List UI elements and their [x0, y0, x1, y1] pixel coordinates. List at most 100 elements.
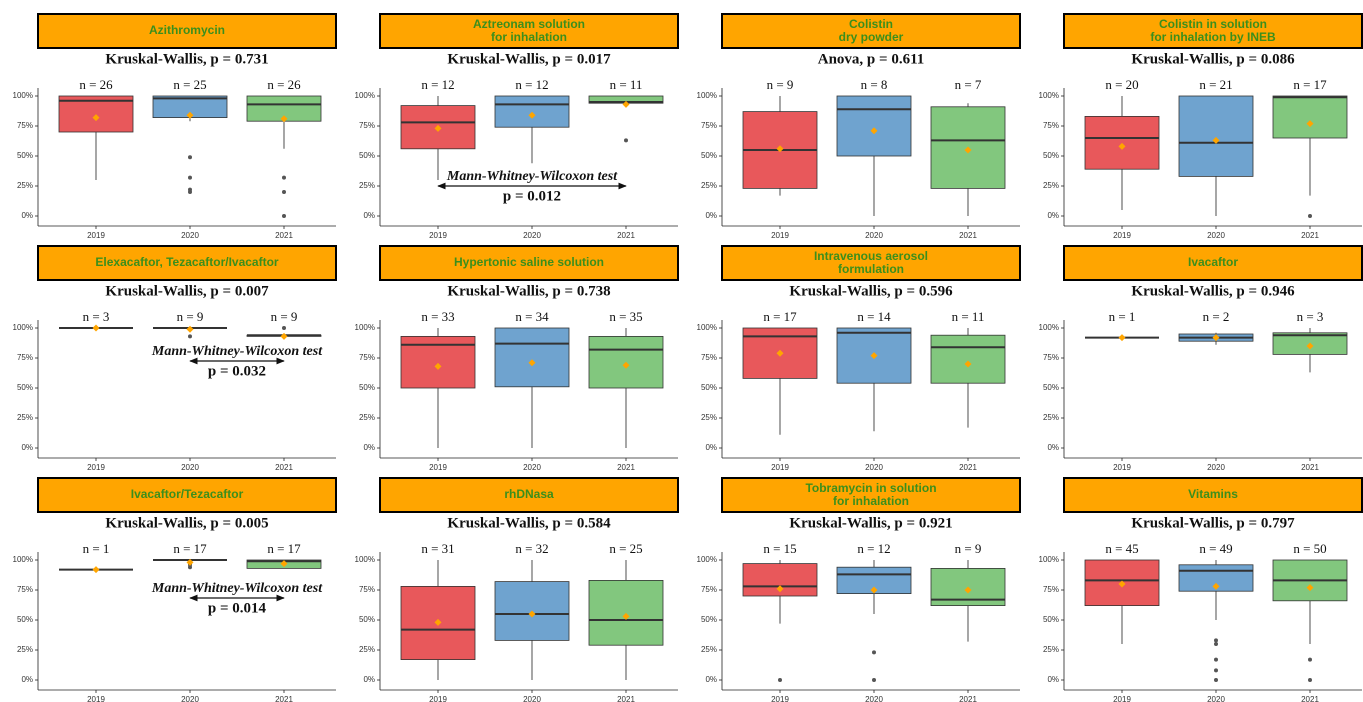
n-label: n = 9: [271, 309, 298, 324]
mean-marker: [1212, 136, 1220, 144]
mean-marker: [870, 586, 878, 594]
annotation-p: p = 0.012: [503, 188, 561, 204]
panel-header: [1063, 245, 1363, 281]
n-label: n = 3: [83, 309, 110, 324]
y-tick-label: 25%: [701, 645, 717, 654]
n-label: n = 25: [173, 77, 206, 92]
n-label: n = 12: [421, 77, 454, 92]
mean-marker: [280, 560, 288, 568]
y-tick-label: 0%: [21, 675, 33, 684]
x-tick-label: 2020: [865, 231, 883, 240]
mean-marker: [92, 114, 100, 122]
n-label: n = 9: [767, 77, 794, 92]
outlier: [1214, 668, 1218, 673]
mean-marker: [1118, 334, 1126, 342]
panel-title: Elexacaftor, Tezacaftor/Ivacaftor: [95, 255, 279, 269]
mean-marker: [280, 115, 288, 123]
x-tick-label: 2020: [181, 695, 199, 702]
panel-title: dry powder: [839, 30, 904, 44]
panel-title: for inhalation: [833, 494, 909, 508]
mean-marker: [776, 585, 784, 593]
outlier: [188, 565, 192, 570]
mean-marker: [870, 127, 878, 135]
y-tick-label: 0%: [21, 443, 33, 452]
y-tick-label: 50%: [359, 615, 375, 624]
mean-marker: [964, 360, 972, 368]
y-tick-label: 50%: [1043, 383, 1059, 392]
panel-title: Colistin in solution: [1159, 17, 1267, 31]
mean-marker: [92, 324, 100, 332]
y-tick-label: 50%: [1043, 151, 1059, 160]
stat-test: Kruskal-Wallis, p = 0.017: [447, 51, 611, 67]
y-tick-label: 100%: [1039, 323, 1059, 332]
stat-test: Kruskal-Wallis, p = 0.946: [1131, 283, 1295, 299]
x-tick-label: 2019: [429, 695, 447, 702]
y-tick-label: 0%: [363, 675, 375, 684]
n-label: n = 33: [421, 309, 454, 324]
stat-test: Kruskal-Wallis, p = 0.086: [1131, 51, 1295, 67]
y-tick-label: 100%: [355, 91, 375, 100]
mean-marker: [1306, 584, 1314, 592]
panel-header: [379, 13, 679, 49]
y-tick-label: 50%: [359, 151, 375, 160]
x-tick-label: 2019: [87, 463, 105, 472]
mean-marker: [186, 111, 194, 119]
n-label: n = 2: [1203, 309, 1230, 324]
x-tick-label: 2019: [771, 463, 789, 472]
panel-title: Ivacaftor/Tezacaftor: [131, 487, 244, 501]
y-tick-label: 25%: [359, 181, 375, 190]
x-tick-label: 2021: [959, 463, 977, 472]
n-label: n = 11: [952, 309, 985, 324]
mean-marker: [870, 352, 878, 360]
mean-marker: [964, 146, 972, 154]
n-label: n = 32: [515, 541, 548, 556]
panel-title: for inhalation: [491, 30, 567, 44]
x-tick-label: 2020: [1207, 695, 1225, 702]
panel-title: Colistin: [849, 17, 893, 31]
y-tick-label: 0%: [21, 211, 33, 220]
n-label: n = 17: [1293, 77, 1327, 92]
n-label: n = 26: [267, 77, 301, 92]
y-tick-label: 0%: [363, 443, 375, 452]
panel-header: [37, 245, 337, 281]
y-tick-label: 0%: [1047, 211, 1059, 220]
panel-header: [37, 13, 337, 49]
y-tick-label: 50%: [701, 151, 717, 160]
n-label: n = 26: [79, 77, 113, 92]
x-tick-label: 2021: [1301, 695, 1319, 702]
x-tick-label: 2020: [1207, 463, 1225, 472]
y-tick-label: 0%: [705, 675, 717, 684]
outlier: [1214, 657, 1218, 662]
y-tick-label: 75%: [701, 353, 717, 362]
box: [1178, 95, 1254, 177]
y-tick-label: 25%: [17, 413, 33, 422]
n-label: n = 15: [763, 541, 796, 556]
x-tick-label: 2019: [1113, 463, 1131, 472]
y-tick-label: 50%: [359, 383, 375, 392]
y-tick-label: 75%: [701, 121, 717, 130]
mean-marker: [92, 566, 100, 574]
box: [836, 95, 912, 157]
panel-title: Azithromycin: [149, 23, 225, 37]
y-tick-label: 100%: [697, 91, 717, 100]
annotation-p: p = 0.032: [208, 363, 266, 379]
n-label: n = 20: [1105, 77, 1138, 92]
x-tick-label: 2021: [617, 231, 635, 240]
y-tick-label: 100%: [697, 555, 717, 564]
mean-marker: [186, 325, 194, 333]
y-tick-label: 100%: [1039, 91, 1059, 100]
panel-title: Aztreonam solution: [473, 17, 585, 31]
mean-marker: [776, 145, 784, 153]
y-tick-label: 75%: [17, 585, 33, 594]
y-tick-label: 75%: [17, 353, 33, 362]
n-label: n = 25: [609, 541, 642, 556]
panel-header: [379, 477, 679, 513]
y-tick-label: 75%: [359, 121, 375, 130]
panel-header: [1063, 477, 1363, 513]
stat-test: Kruskal-Wallis, p = 0.738: [447, 283, 610, 299]
n-label: n = 12: [515, 77, 548, 92]
x-tick-label: 2020: [523, 695, 541, 702]
n-label: n = 31: [421, 541, 454, 556]
y-tick-label: 75%: [359, 585, 375, 594]
